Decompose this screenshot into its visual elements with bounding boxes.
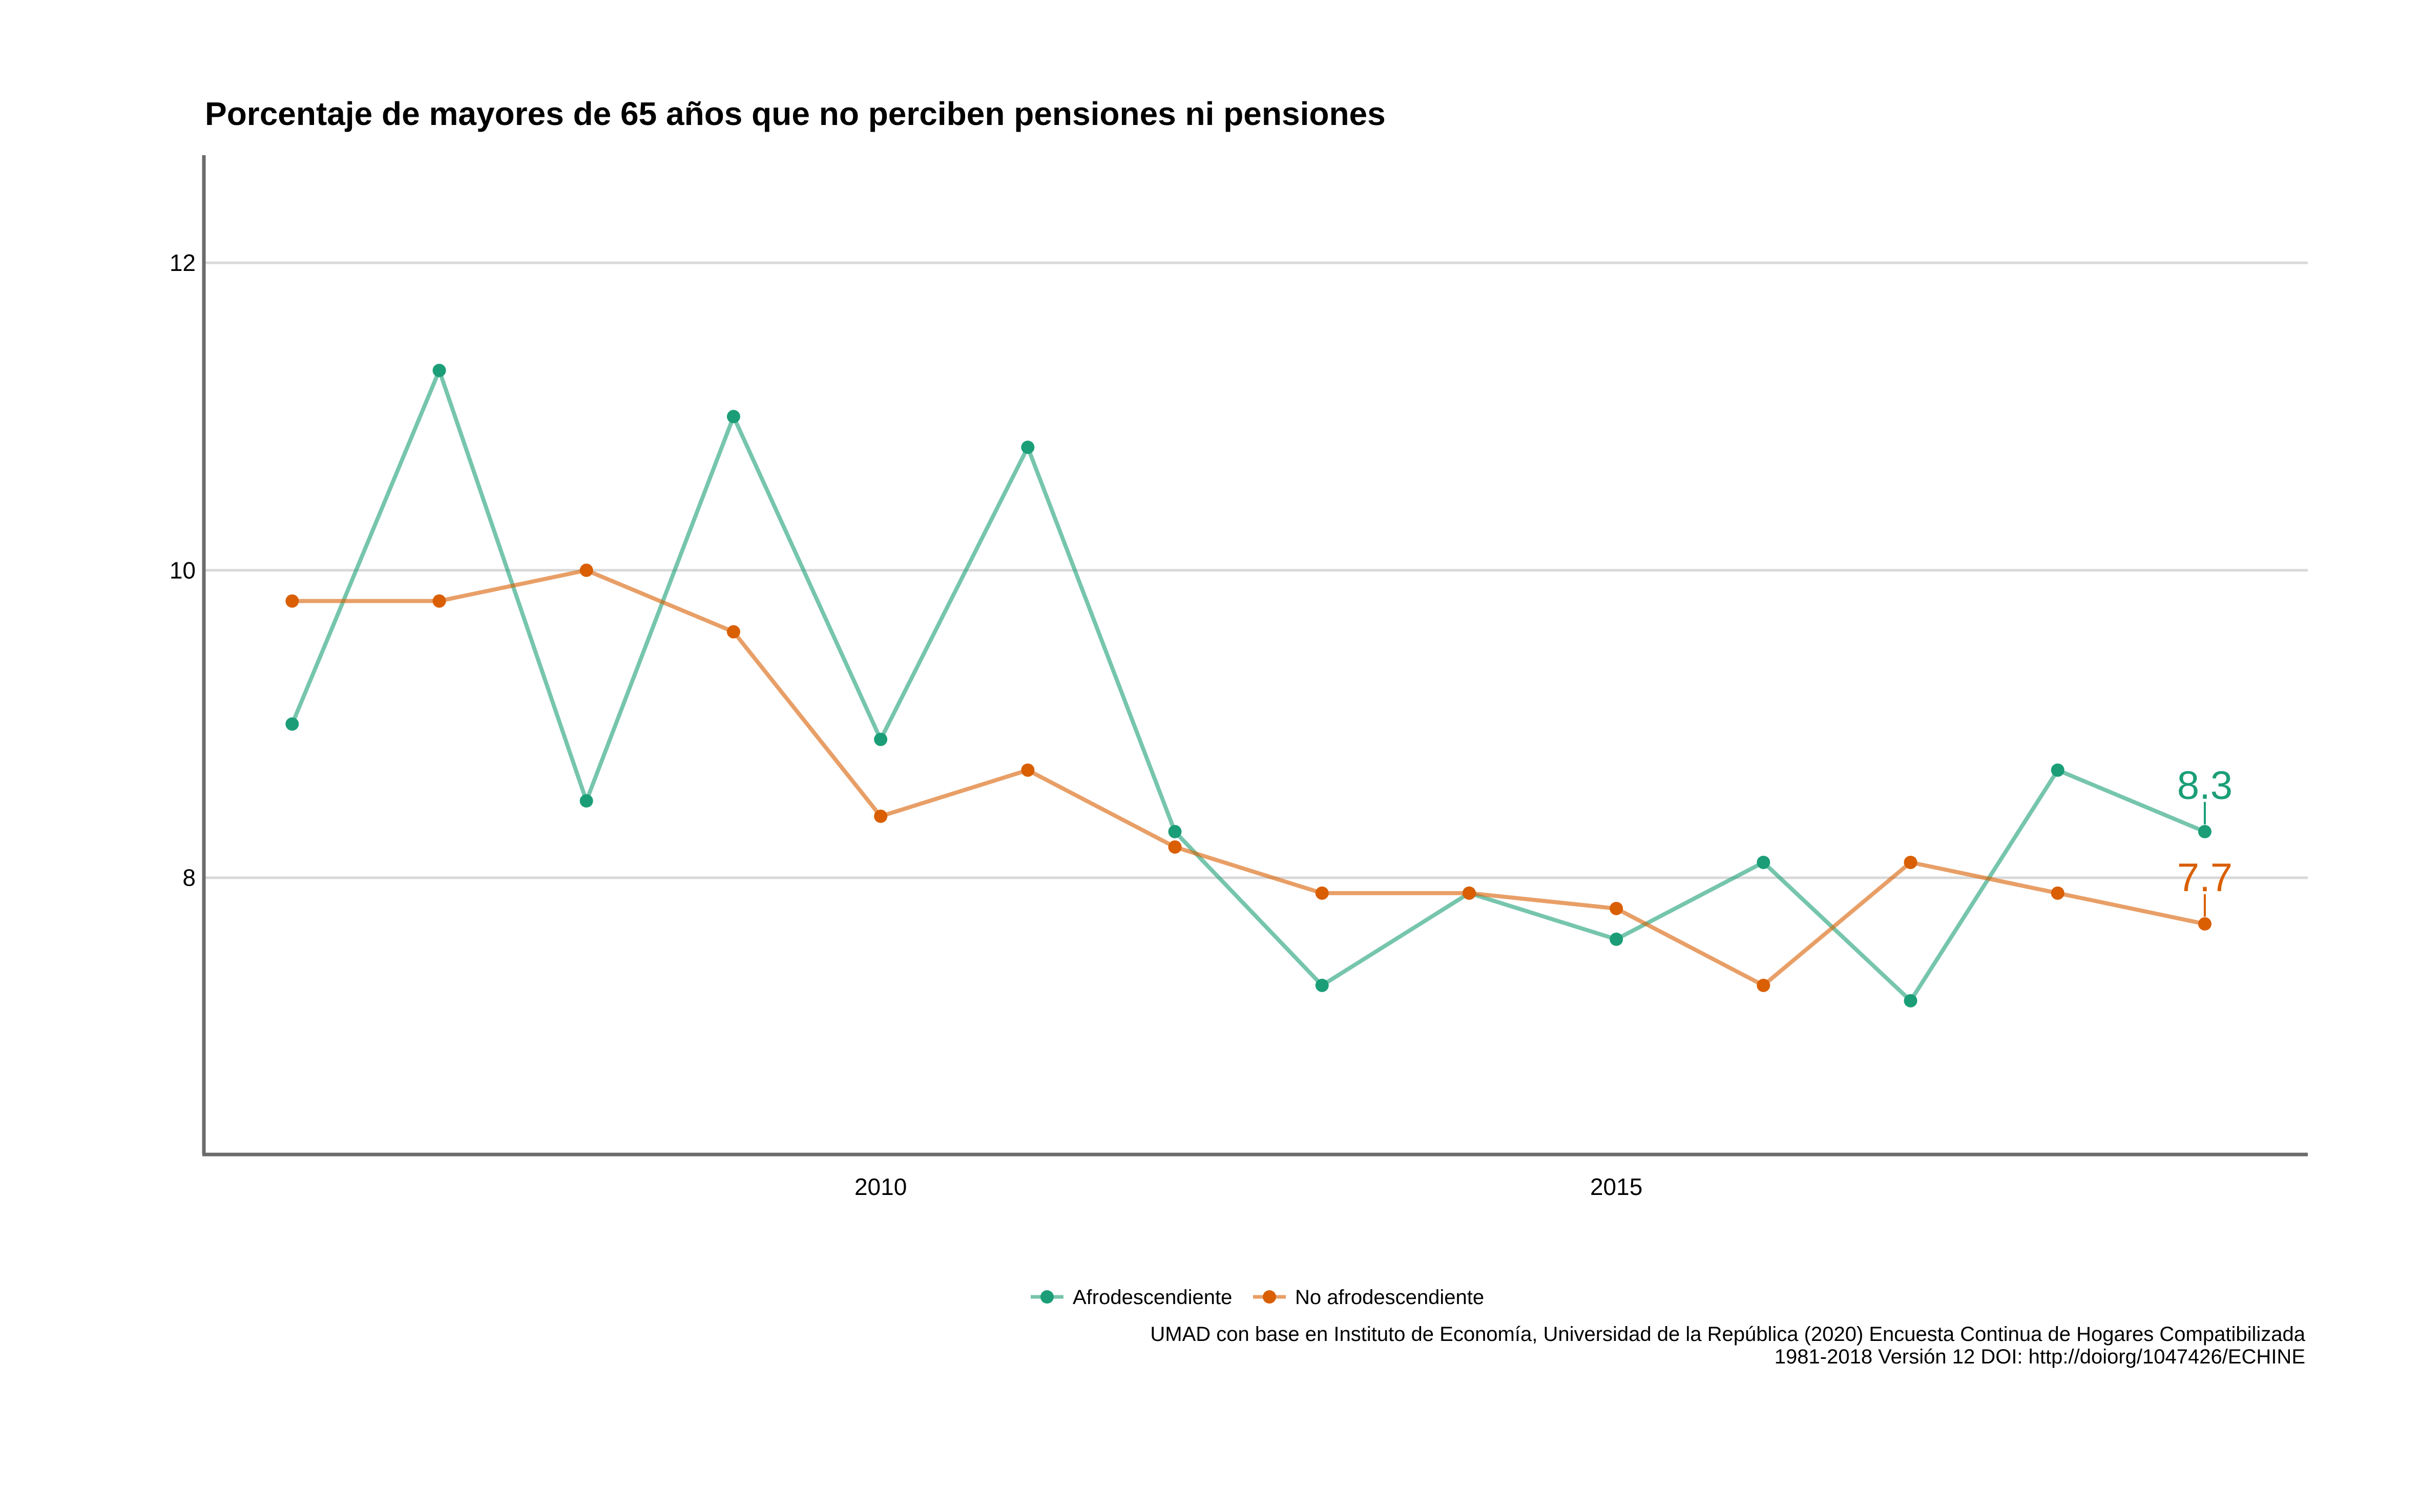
data-point-afrodescendiente — [1021, 440, 1035, 454]
x-tick-label: 2015 — [1590, 1173, 1642, 1200]
legend-label-no-afrodescendiente: No afrodescendiente — [1295, 1286, 1484, 1309]
data-point-no-afrodescendiente — [1168, 840, 1182, 854]
caption: UMAD con base en Instituto de Economía, … — [1150, 1323, 2305, 1368]
end-labels: 8.3 7.7 — [2177, 763, 2233, 917]
data-point-no-afrodescendiente — [579, 563, 593, 577]
data-point-no-afrodescendiente — [2198, 917, 2212, 931]
data-point-no-afrodescendiente — [432, 594, 446, 608]
y-tick-label: 8 — [182, 865, 196, 891]
data-point-no-afrodescendiente — [1021, 763, 1035, 777]
data-point-no-afrodescendiente — [1610, 901, 1623, 915]
series-line-afrodescendiente — [290, 368, 2206, 1003]
data-point-no-afrodescendiente — [285, 594, 299, 608]
data-point-afrodescendiente — [432, 364, 446, 377]
axes: 8 10 12 2010 2015 — [170, 155, 2308, 1200]
data-point-no-afrodescendiente — [1757, 978, 1770, 992]
y-tick-label: 12 — [170, 249, 196, 276]
data-point-afrodescendiente — [726, 410, 740, 424]
data-point-afrodescendiente — [1168, 825, 1182, 838]
legend-key-point-afrodescendiente — [1040, 1290, 1054, 1304]
chart-title: Porcentaje de mayores de 65 años que no … — [205, 95, 1386, 132]
data-point-afrodescendiente — [285, 717, 299, 731]
data-point-no-afrodescendiente — [1904, 855, 1917, 869]
legend: Afrodescendiente No afrodescendiente — [1031, 1286, 1484, 1309]
end-label-no-afrodescendiente: 7.7 — [2177, 855, 2233, 900]
data-point-no-afrodescendiente — [874, 809, 888, 823]
data-point-no-afrodescendiente — [2051, 886, 2064, 900]
series-lines — [285, 364, 2212, 1007]
legend-key-point-no-afrodescendiente — [1263, 1290, 1276, 1304]
y-tick-label: 10 — [170, 557, 196, 583]
data-point-afrodescendiente — [1610, 932, 1623, 946]
gridlines — [204, 261, 2308, 879]
data-point-afrodescendiente — [1315, 978, 1329, 992]
x-tick-label: 2010 — [854, 1173, 907, 1200]
data-point-afrodescendiente — [2051, 763, 2064, 777]
end-label-afrodescendiente: 8.3 — [2177, 763, 2233, 808]
caption-line: UMAD con base en Instituto de Economía, … — [1150, 1323, 2305, 1346]
series-line-no-afrodescendiente — [292, 568, 2205, 988]
caption-line: 1981-2018 Versión 12 DOI: http://doiorg/… — [1775, 1346, 2305, 1368]
data-point-afrodescendiente — [1757, 855, 1770, 869]
data-point-no-afrodescendiente — [726, 625, 740, 639]
data-point-no-afrodescendiente — [1462, 886, 1476, 900]
data-point-afrodescendiente — [874, 732, 888, 746]
data-point-afrodescendiente — [1904, 994, 1917, 1007]
data-point-afrodescendiente — [579, 794, 593, 808]
data-point-afrodescendiente — [2198, 825, 2212, 838]
legend-label-afrodescendiente: Afrodescendiente — [1073, 1286, 1232, 1309]
data-point-no-afrodescendiente — [1315, 886, 1329, 900]
